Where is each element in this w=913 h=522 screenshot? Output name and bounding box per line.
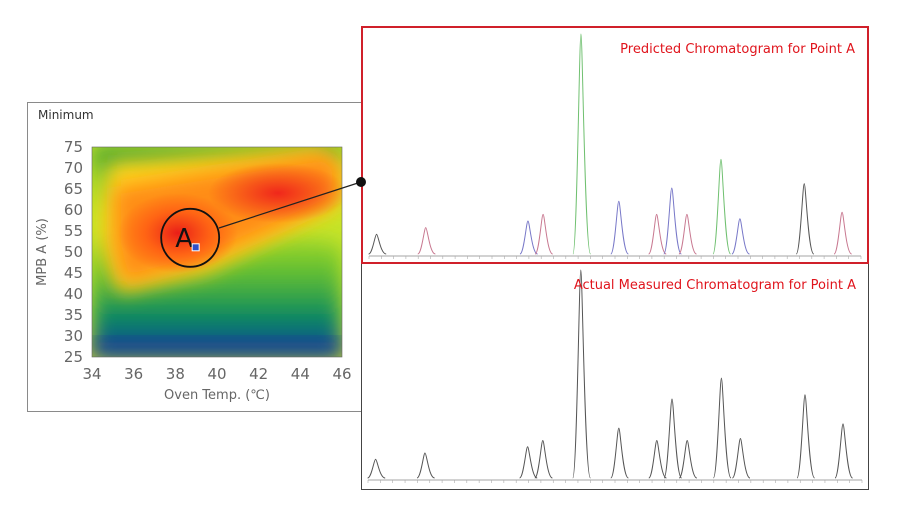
chromatogram-peak bbox=[834, 423, 854, 479]
x-tick-labels: 34 36 38 40 42 44 46 bbox=[82, 365, 351, 383]
y-tick-label: 60 bbox=[64, 201, 83, 219]
y-tick-labels: 25 30 35 40 45 50 55 60 65 70 75 bbox=[64, 138, 83, 366]
chromatogram-peak bbox=[678, 213, 697, 255]
chromatogram-peak bbox=[678, 440, 698, 479]
chromatogram-peak bbox=[795, 183, 815, 255]
chromatogram-peak bbox=[731, 437, 751, 479]
chromatogram-peak bbox=[368, 233, 387, 255]
heatmap-panel: 34 36 38 40 42 44 46 25 30 35 40 45 50 55 60 65 70 75 Ov… bbox=[27, 102, 362, 412]
predicted-chromatogram-plot bbox=[368, 33, 862, 259]
chromatogram-peak bbox=[519, 220, 538, 255]
y-tick-label: 45 bbox=[64, 264, 83, 282]
y-axis-label: MPB A (%) bbox=[35, 218, 50, 286]
point-a-label: A bbox=[175, 224, 193, 254]
chromatogram-peak bbox=[534, 213, 554, 255]
chromatogram-peak bbox=[534, 440, 553, 479]
heatmap-title: Minimum bbox=[38, 108, 94, 122]
measured-chromatogram-title: Actual Measured Chromatogram for Point A bbox=[573, 278, 856, 293]
chromatogram-peak bbox=[610, 427, 629, 479]
chromatogram-peak bbox=[416, 452, 435, 479]
chromatogram-peak bbox=[648, 213, 667, 255]
x-tick-label: 42 bbox=[249, 365, 268, 383]
chromatogram-peak bbox=[367, 458, 386, 479]
x-tick-label: 36 bbox=[124, 365, 143, 383]
measured-chromatogram-plot bbox=[367, 269, 863, 483]
y-tick-label: 55 bbox=[64, 222, 83, 240]
chromatogram-peak bbox=[833, 211, 853, 255]
measured-chromatogram-panel: Actual Measured Chromatogram for Point A bbox=[361, 264, 869, 490]
point-a-marker[interactable]: A bbox=[160, 207, 221, 268]
x-tick-label: 46 bbox=[332, 365, 351, 383]
x-tick-label: 40 bbox=[207, 365, 226, 383]
y-tick-label: 65 bbox=[64, 180, 83, 198]
y-tick-label: 75 bbox=[64, 138, 83, 156]
chromatogram-peak bbox=[796, 394, 816, 479]
heatmap-chart: 34 36 38 40 42 44 46 25 30 35 40 45 50 55 60 65 70 75 Ov… bbox=[35, 138, 352, 403]
y-tick-label: 50 bbox=[64, 243, 83, 261]
point-a-ring bbox=[160, 207, 221, 268]
chromatogram-peak bbox=[663, 187, 682, 255]
y-tick-label: 25 bbox=[64, 348, 83, 366]
x-tick-label: 38 bbox=[166, 365, 185, 383]
chromatogram-peak bbox=[519, 446, 538, 479]
y-tick-label: 35 bbox=[64, 306, 83, 324]
chromatogram-peak bbox=[572, 33, 592, 255]
point-a-square bbox=[191, 243, 200, 252]
chromatogram-peak bbox=[712, 158, 732, 255]
y-tick-label: 70 bbox=[64, 159, 83, 177]
chromatogram-peak bbox=[610, 200, 629, 255]
chromatogram-peak bbox=[663, 398, 683, 479]
chromatogram-peak bbox=[417, 227, 436, 255]
chromatogram-peak bbox=[648, 440, 667, 479]
x-tick-label: 44 bbox=[291, 365, 310, 383]
predicted-chromatogram-panel: Predicted Chromatogram for Point A bbox=[361, 26, 869, 264]
x-axis-label: Oven Temp. (℃) bbox=[164, 388, 270, 403]
chromatogram-peak bbox=[712, 377, 732, 479]
chromatogram-peak bbox=[731, 218, 750, 255]
y-tick-label: 30 bbox=[64, 327, 83, 345]
heatmap-surface bbox=[92, 147, 342, 357]
x-tick-label: 34 bbox=[82, 365, 101, 383]
chromatogram-peak bbox=[572, 269, 591, 479]
y-tick-label: 40 bbox=[64, 285, 83, 303]
predicted-chromatogram-title: Predicted Chromatogram for Point A bbox=[620, 42, 855, 57]
